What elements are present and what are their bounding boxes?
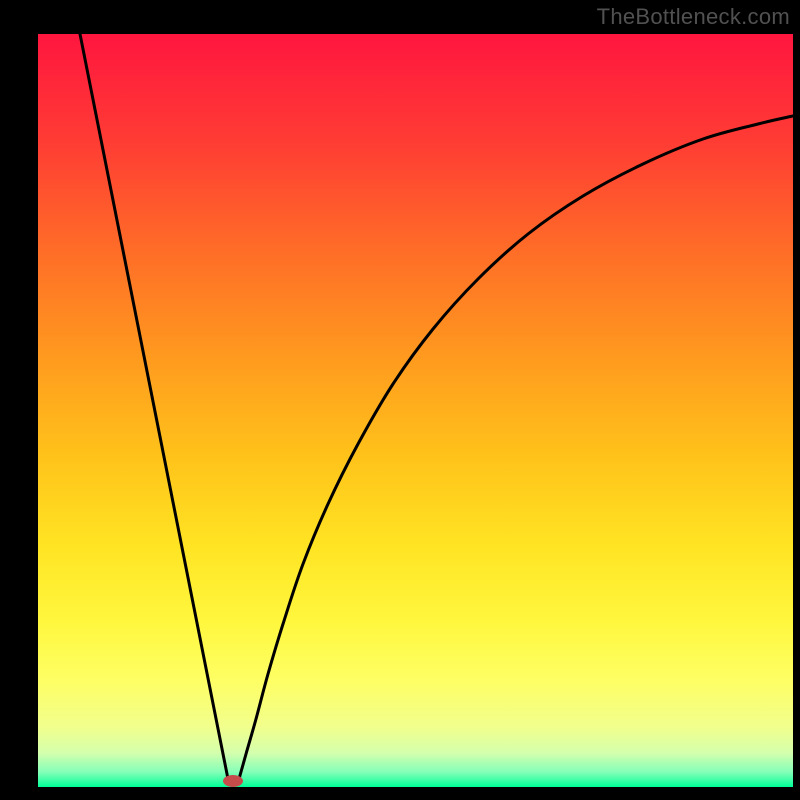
chart-container: TheBottleneck.com bbox=[0, 0, 800, 800]
plot-svg bbox=[38, 34, 793, 787]
watermark-label: TheBottleneck.com bbox=[597, 4, 790, 30]
minimum-marker bbox=[223, 775, 243, 787]
plot-area bbox=[38, 34, 793, 787]
